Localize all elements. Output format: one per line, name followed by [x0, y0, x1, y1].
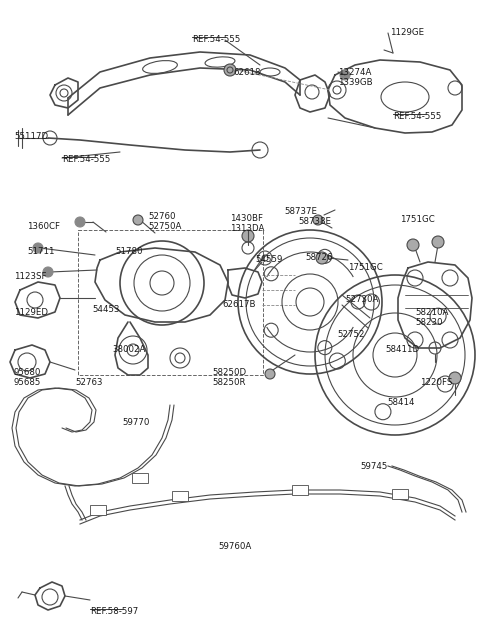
Circle shape — [242, 230, 254, 242]
Text: 52752: 52752 — [337, 330, 364, 339]
Text: 59760A: 59760A — [218, 542, 251, 551]
Text: 1313DA: 1313DA — [230, 224, 264, 233]
Circle shape — [432, 236, 444, 248]
Text: REF.54-555: REF.54-555 — [192, 35, 240, 44]
Text: 95685: 95685 — [14, 378, 41, 387]
Circle shape — [75, 217, 85, 227]
Text: REF.58-597: REF.58-597 — [90, 607, 138, 616]
Circle shape — [316, 252, 328, 264]
Text: 58411D: 58411D — [385, 345, 419, 354]
Circle shape — [43, 267, 53, 277]
Text: 58210A: 58210A — [415, 308, 448, 317]
Text: 54559: 54559 — [255, 255, 282, 264]
Bar — [132, 473, 148, 483]
Bar — [392, 489, 408, 499]
Text: 1339GB: 1339GB — [338, 78, 372, 87]
Text: 1751GC: 1751GC — [348, 263, 383, 272]
Text: 58726: 58726 — [305, 253, 333, 262]
Circle shape — [449, 372, 461, 384]
Bar — [172, 491, 188, 501]
Text: 1360CF: 1360CF — [27, 222, 60, 231]
Circle shape — [313, 215, 323, 225]
Text: 62617B: 62617B — [222, 300, 255, 309]
Bar — [78, 230, 263, 375]
Text: 54453: 54453 — [92, 305, 120, 314]
Text: 51780: 51780 — [115, 247, 143, 256]
Text: 1129ED: 1129ED — [14, 308, 48, 317]
Circle shape — [340, 70, 350, 80]
Text: 1123SF: 1123SF — [14, 272, 47, 281]
Text: 55117D: 55117D — [14, 132, 48, 141]
Text: 58230: 58230 — [415, 318, 443, 327]
Text: 58250D: 58250D — [212, 368, 246, 377]
Bar — [292, 485, 308, 495]
Text: 51711: 51711 — [27, 247, 55, 256]
Text: 13274A: 13274A — [338, 68, 372, 77]
Text: 62618: 62618 — [233, 68, 261, 77]
Text: 95680: 95680 — [14, 368, 41, 377]
Text: 58738E: 58738E — [298, 217, 331, 226]
Text: 1751GC: 1751GC — [400, 215, 435, 224]
Text: 1430BF: 1430BF — [230, 214, 263, 223]
Text: REF.54-555: REF.54-555 — [393, 112, 442, 121]
Circle shape — [33, 243, 43, 253]
Text: 52750A: 52750A — [148, 222, 181, 231]
Circle shape — [224, 64, 236, 76]
Text: 52730A: 52730A — [345, 295, 378, 304]
Text: 59745: 59745 — [360, 462, 387, 471]
Text: 52763: 52763 — [75, 378, 103, 387]
Text: 58737E: 58737E — [284, 207, 317, 216]
Text: 1129GE: 1129GE — [390, 28, 424, 37]
Circle shape — [265, 369, 275, 379]
Bar — [90, 505, 106, 515]
Text: 58250R: 58250R — [212, 378, 245, 387]
Text: 1220FS: 1220FS — [420, 378, 452, 387]
Circle shape — [133, 215, 143, 225]
Text: 52760: 52760 — [148, 212, 176, 221]
Circle shape — [407, 239, 419, 251]
Text: REF.54-555: REF.54-555 — [62, 155, 110, 164]
Text: 59770: 59770 — [122, 418, 149, 427]
Text: 58414: 58414 — [387, 398, 415, 407]
Text: 38002A: 38002A — [112, 345, 145, 354]
